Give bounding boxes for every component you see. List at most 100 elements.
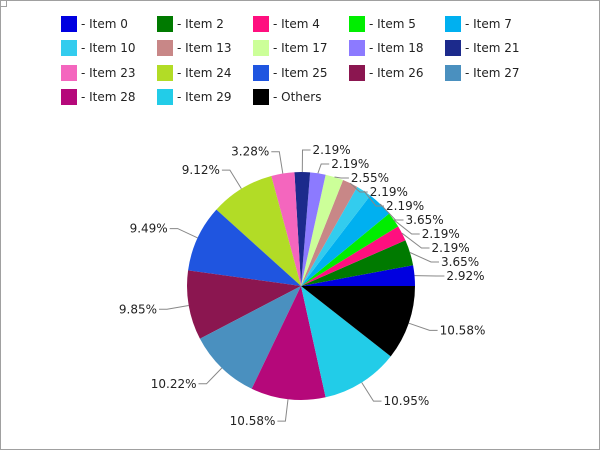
leader-line — [159, 305, 189, 310]
legend-label: - Item 5 — [369, 17, 416, 31]
pie-slice — [271, 172, 301, 286]
legend-swatch — [253, 88, 269, 105]
legend-label: - Item 4 — [273, 17, 320, 31]
slice-label: 2.92% — [446, 269, 484, 283]
legend-swatch — [61, 40, 77, 57]
legend-swatch — [61, 88, 77, 105]
legend-label: - Item 18 — [369, 41, 424, 56]
legend-item: - Item 2 — [157, 13, 257, 35]
leader-line — [221, 169, 242, 190]
slice-label: 10.58% — [440, 323, 486, 337]
legend-label: - Item 27 — [465, 65, 520, 80]
legend-swatch — [253, 16, 269, 32]
legend-swatch — [349, 16, 365, 32]
leader-line — [317, 163, 330, 174]
slice-label: 10.95% — [384, 394, 430, 408]
legend-item: - Item 27 — [445, 62, 545, 84]
pie-slice — [301, 195, 390, 286]
legend-item: - Item 24 — [157, 62, 257, 84]
leader-line — [363, 190, 384, 207]
leader-line — [401, 232, 430, 249]
slice-label: 3.28% — [231, 145, 269, 159]
legend-item: - Item 23 — [61, 62, 161, 84]
frame-corner — [1, 1, 7, 7]
pie-slice — [216, 175, 301, 286]
legend-label: - Item 26 — [369, 65, 424, 80]
pie-slice — [301, 186, 371, 286]
legend-item: - Item 18 — [349, 37, 449, 59]
legend-swatch — [349, 64, 365, 81]
legend-label: - Item 23 — [81, 65, 136, 80]
legend-swatch — [157, 64, 173, 81]
slice-label: 2.19% — [386, 199, 424, 213]
slice-label: 10.22% — [151, 377, 197, 391]
slice-label: 9.85% — [119, 302, 157, 316]
legend-swatch — [445, 16, 461, 32]
slice-label: 2.19% — [313, 143, 351, 157]
leader-line — [334, 176, 349, 179]
legend-swatch — [61, 16, 77, 32]
legend-label: - Item 13 — [177, 41, 232, 56]
pie-slice — [301, 286, 391, 398]
legend-item: - Item 7 — [445, 13, 545, 35]
legend-label: - Others — [273, 89, 322, 104]
leader-line — [198, 367, 223, 385]
legend-label: - Item 29 — [177, 89, 232, 104]
slice-label: 9.49% — [130, 222, 168, 236]
pie-slice — [301, 286, 415, 357]
pie-slice — [301, 172, 326, 286]
slice-label: 3.65% — [441, 255, 479, 269]
legend-label: - Item 25 — [273, 65, 328, 80]
legend-item: - Item 4 — [253, 13, 353, 35]
legend-item: - Item 17 — [253, 37, 353, 59]
legend-label: - Item 7 — [465, 17, 512, 31]
legend-label: - Item 17 — [273, 41, 328, 56]
slice-label: 2.19% — [370, 185, 408, 199]
legend-swatch — [253, 64, 269, 81]
legend-label: - Item 2 — [177, 17, 224, 31]
slice-label: 2.19% — [422, 227, 460, 241]
slice-label: 2.19% — [432, 241, 470, 255]
legend-swatch — [445, 40, 461, 57]
leader-line — [393, 219, 420, 235]
legend-item: - Item 0 — [61, 13, 161, 35]
legend-item: - Item 25 — [253, 62, 353, 84]
legend-label: - Item 21 — [465, 41, 520, 56]
legend-swatch — [157, 88, 173, 105]
legend-swatch — [157, 40, 173, 57]
legend-label: - Item 28 — [81, 89, 136, 104]
pie-slice — [187, 270, 301, 339]
leader-line — [349, 182, 368, 193]
legend-item: - Item 21 — [445, 37, 545, 59]
legend-swatch — [349, 40, 365, 57]
leader-line — [409, 252, 439, 263]
leader-line — [271, 151, 284, 174]
legend-label: - Item 0 — [81, 17, 128, 31]
slice-label: 2.19% — [331, 157, 369, 171]
slice-label: 10.58% — [230, 414, 276, 428]
pie-slice — [294, 172, 311, 286]
legend-item: - Item 28 — [61, 86, 161, 108]
pie-slice — [199, 286, 301, 389]
legend-swatch — [157, 16, 173, 32]
legend-label: - Item 24 — [177, 65, 232, 80]
legend-swatch — [61, 64, 77, 81]
legend-item: - Item 26 — [349, 62, 449, 84]
legend-item: - Item 5 — [349, 13, 449, 35]
leader-line — [361, 382, 382, 402]
pie-slice — [301, 213, 399, 286]
legend-swatch — [253, 40, 269, 57]
legend-item: - Others — [253, 86, 353, 108]
pie-slice — [301, 240, 414, 286]
legend-item: - Item 29 — [157, 86, 257, 108]
leader-line — [408, 322, 438, 331]
leader-line — [301, 149, 311, 173]
legend-item: - Item 13 — [157, 37, 257, 59]
pie-slice — [301, 180, 358, 286]
pie-slice — [301, 174, 344, 286]
slice-label: 9.12% — [182, 163, 220, 177]
legend-item: - Item 10 — [61, 37, 161, 59]
legend-swatch — [445, 64, 461, 81]
